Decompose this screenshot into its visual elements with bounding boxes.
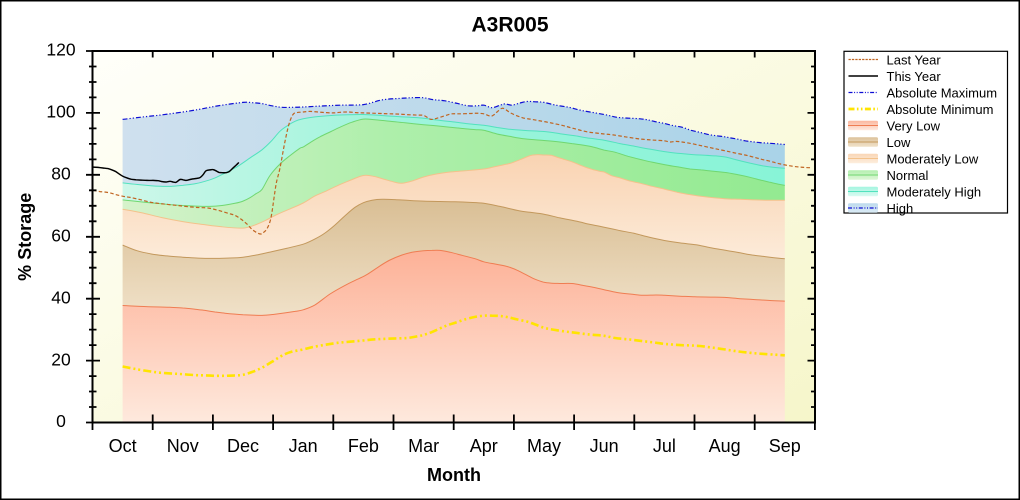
svg-text:Jan: Jan [289, 436, 318, 456]
svg-text:% Storage: % Storage [15, 193, 35, 281]
svg-text:Moderately High: Moderately High [887, 185, 982, 200]
svg-text:Aug: Aug [709, 436, 741, 456]
svg-text:Sep: Sep [769, 436, 801, 456]
svg-text:May: May [527, 436, 561, 456]
svg-text:Mar: Mar [408, 436, 439, 456]
svg-text:Moderately Low: Moderately Low [887, 152, 979, 167]
svg-text:Jul: Jul [653, 436, 676, 456]
svg-text:A3R005: A3R005 [471, 14, 548, 37]
svg-text:Last Year: Last Year [887, 53, 942, 68]
svg-text:Feb: Feb [348, 436, 379, 456]
svg-text:60: 60 [51, 225, 71, 245]
svg-text:80: 80 [51, 164, 71, 184]
svg-text:Very Low: Very Low [887, 119, 941, 134]
svg-text:Low: Low [887, 135, 911, 150]
svg-text:Absolute Minimum: Absolute Minimum [887, 102, 994, 117]
svg-text:Absolute Maximum: Absolute Maximum [887, 86, 998, 101]
svg-text:Oct: Oct [109, 436, 137, 456]
svg-text:Dec: Dec [227, 436, 259, 456]
svg-text:Normal: Normal [887, 168, 929, 183]
svg-text:Nov: Nov [167, 436, 199, 456]
svg-text:0: 0 [56, 411, 66, 431]
svg-text:20: 20 [51, 349, 71, 369]
svg-text:This Year: This Year [887, 69, 942, 84]
svg-text:High: High [887, 201, 914, 216]
svg-text:Jun: Jun [590, 436, 619, 456]
svg-text:40: 40 [51, 287, 71, 307]
svg-text:100: 100 [46, 102, 75, 122]
svg-text:120: 120 [46, 40, 75, 60]
svg-text:Month: Month [427, 465, 481, 485]
svg-text:Apr: Apr [470, 436, 498, 456]
